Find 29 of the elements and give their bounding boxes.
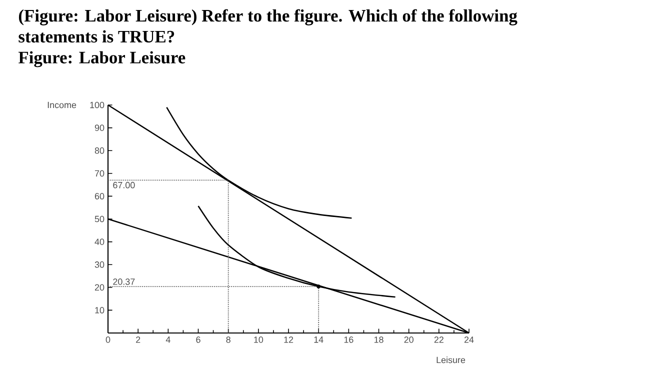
x-tick-label: 2 [136, 336, 140, 343]
x-tick-label: 10 [254, 336, 264, 343]
y-tick-label: 80 [94, 147, 104, 154]
y-tick-label: 100 [90, 102, 104, 108]
y-tick-label: 10 [95, 307, 104, 314]
chart-subtitle: Figure: Labor Leisure [18, 51, 186, 68]
x-tick-label: 4 [166, 336, 170, 343]
x-tick-label: 8 [226, 336, 230, 343]
y-tick-label: 90 [94, 124, 104, 131]
y-tick-label: 60 [94, 193, 104, 200]
y-tick-label: 40 [94, 238, 104, 245]
x-tick-label: 18 [374, 336, 384, 343]
y-tick-label: 50 [94, 216, 104, 222]
annotation: 20.37 [113, 278, 135, 285]
y-tick-label: 70 [94, 170, 104, 177]
x-tick-label: 0 [106, 336, 110, 343]
x-tick-label: 24 [464, 336, 474, 343]
y-axis-title: Income [48, 102, 76, 108]
chart-title: (Figure: Labor Leisure) Refer to the figure. Which of the following statements is TRUE? [18, 9, 518, 43]
y-tick-label: 20 [94, 284, 104, 291]
x-tick-label: 16 [344, 336, 354, 343]
x-tick-label: 22 [434, 336, 444, 343]
x-tick-label: 6 [196, 336, 200, 343]
x-axis-title: Leisure [436, 356, 466, 364]
x-tick-label: 14 [314, 336, 324, 343]
annotation: 67.00 [113, 182, 135, 188]
x-tick-label: 20 [404, 336, 414, 343]
x-tick-label: 12 [284, 336, 294, 343]
y-tick-label: 30 [94, 261, 104, 268]
